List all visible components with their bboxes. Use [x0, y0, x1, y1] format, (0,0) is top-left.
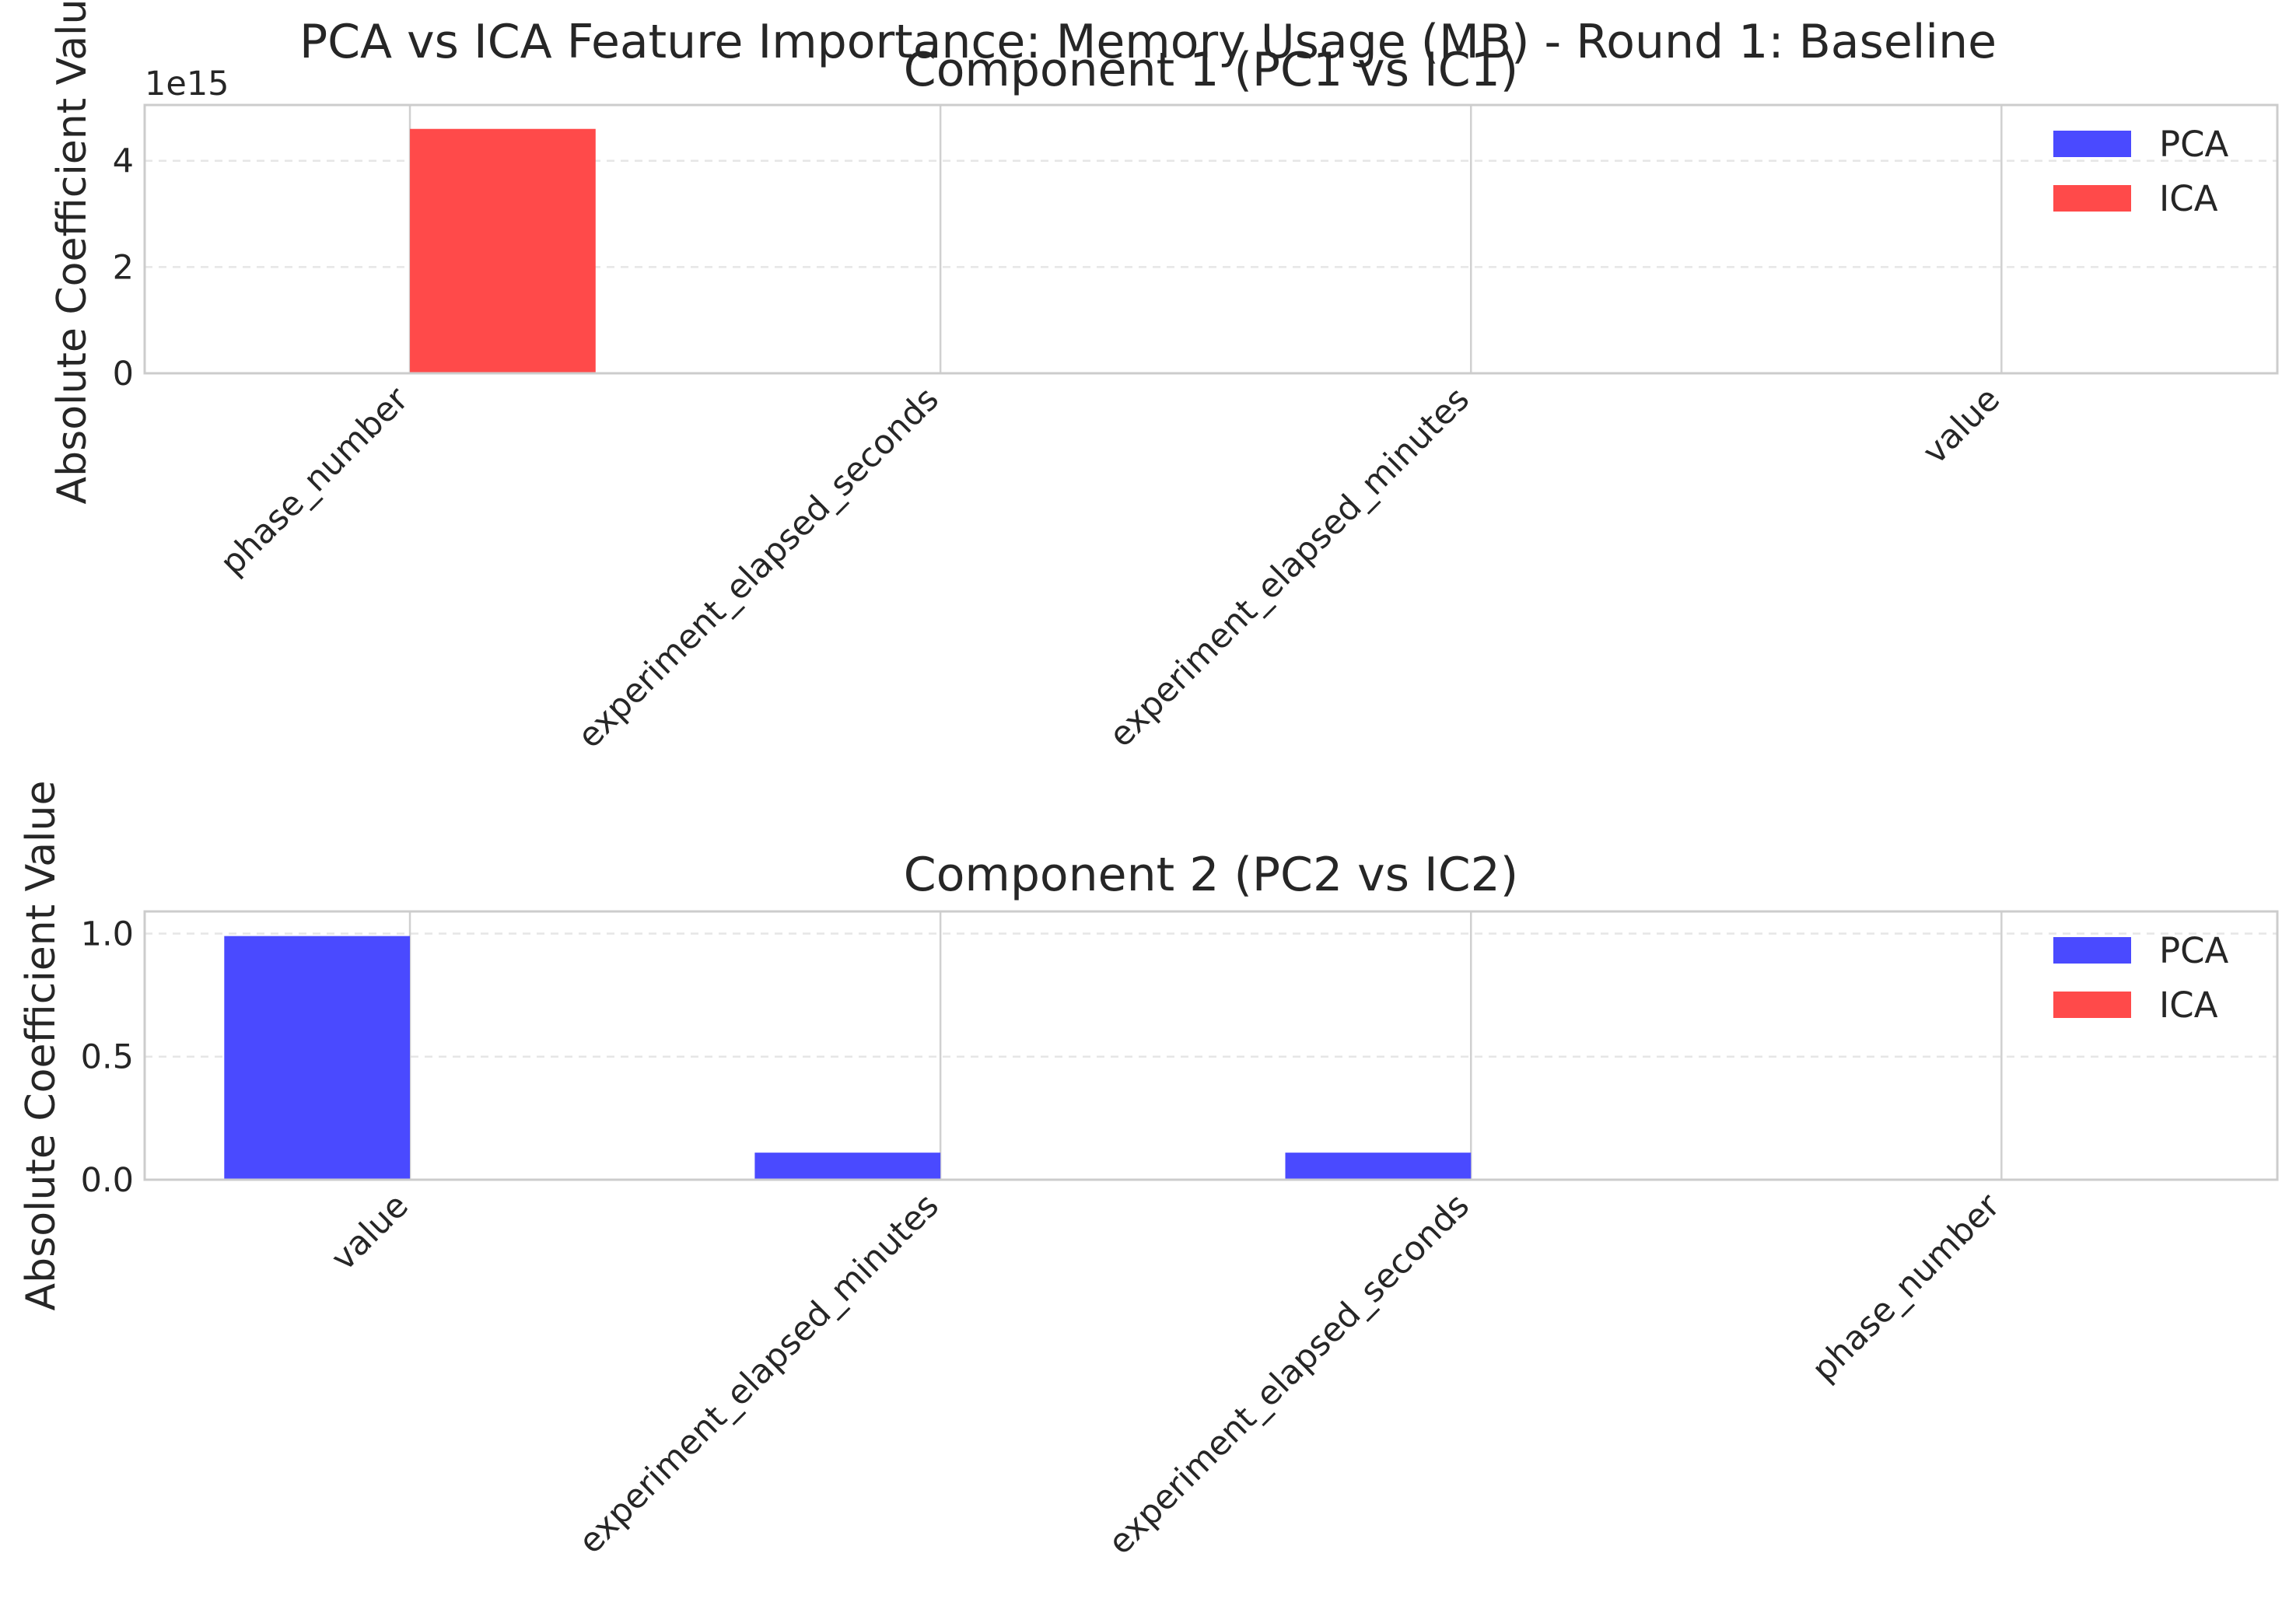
bar-pca-experiment-elapsed-seconds	[1285, 1153, 1472, 1180]
x-tick-label: experiment_elapsed_minutes	[1102, 380, 1477, 754]
y-tick-label: 0	[113, 355, 134, 394]
x-tick-label: phase_number	[213, 380, 416, 582]
chart-panel-component-1: 0 2 4 phase_number experiment_elapsed_second…	[49, 0, 2279, 756]
x-tick-label: value	[324, 1186, 415, 1278]
legend-label-pca: PCA	[2159, 930, 2229, 971]
figure-title: PCA vs ICA Feature Importance: Memory Us…	[299, 15, 1997, 69]
legend-swatch-pca	[2053, 131, 2131, 157]
x-tick-label: value	[1916, 380, 2007, 471]
legend-swatch-pca	[2053, 937, 2131, 964]
legend-label-ica: ICA	[2159, 178, 2218, 219]
x-tick-label: experiment_elapsed_seconds	[1101, 1186, 1477, 1562]
y-tick-label: 4	[113, 142, 134, 181]
panel-title: Component 2 (PC2 vs IC2)	[904, 848, 1518, 902]
axis-offset-label: 1e15	[145, 65, 229, 103]
y-axis-label: Absolute Coefficient Value	[18, 781, 65, 1311]
legend-label-ica: ICA	[2159, 985, 2218, 1026]
y-tick-label: 1.0	[81, 915, 134, 953]
panel-title: Component 1 (PC1 vs IC1)	[904, 43, 1518, 97]
chart-panel-component-2: 0.0 0.5 1.0 value experiment_elapsed_minutes…	[18, 781, 2279, 1562]
bar-pca-value	[224, 936, 411, 1180]
bar-pca-experiment-elapsed-minutes	[754, 1153, 941, 1180]
legend-swatch-ica	[2053, 992, 2131, 1018]
legend: PCA ICA	[2053, 124, 2229, 219]
bar-ica-phase-number	[410, 128, 596, 374]
x-tick-label: experiment_elapsed_minutes	[571, 1186, 946, 1561]
y-axis-label: Absolute Coefficient Value	[49, 0, 96, 504]
x-tick-label: phase_number	[1804, 1186, 2007, 1389]
legend: PCA ICA	[2053, 930, 2229, 1026]
y-tick-label: 0.0	[81, 1161, 134, 1200]
x-tick-label: experiment_elapsed_seconds	[570, 380, 947, 756]
plot-frame	[143, 910, 2279, 1181]
legend-label-pca: PCA	[2159, 124, 2229, 165]
plot-frame	[143, 103, 2279, 375]
legend-swatch-ica	[2053, 185, 2131, 212]
y-tick-label: 0.5	[81, 1038, 134, 1077]
y-tick-label: 2	[113, 248, 134, 287]
